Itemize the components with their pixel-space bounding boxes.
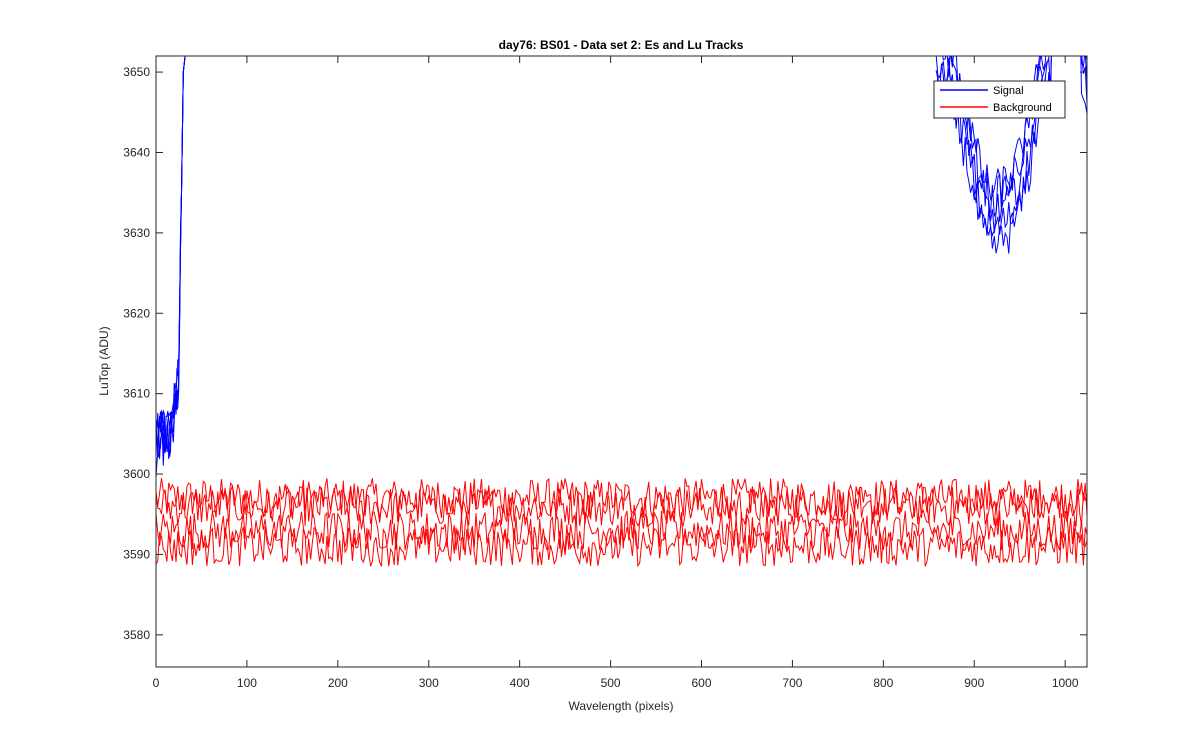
legend-label-signal: Signal bbox=[993, 85, 1024, 97]
y-tick-label: 3650 bbox=[123, 65, 150, 79]
y-tick-label: 3630 bbox=[123, 226, 150, 240]
x-tick-label: 0 bbox=[153, 676, 160, 690]
background-series-line bbox=[156, 484, 1087, 528]
x-tick-label: 700 bbox=[782, 676, 802, 690]
x-tick-label: 900 bbox=[964, 676, 984, 690]
signal-series-line bbox=[156, 56, 187, 457]
x-tick-label: 300 bbox=[419, 676, 439, 690]
y-tick-label: 3580 bbox=[123, 628, 150, 642]
plot-area bbox=[156, 56, 1087, 667]
y-tick-label: 3620 bbox=[123, 306, 150, 320]
legend-label-background: Background bbox=[993, 102, 1052, 114]
x-tick-label: 1000 bbox=[1052, 676, 1079, 690]
background-series-line bbox=[156, 525, 1087, 568]
y-tick-label: 3590 bbox=[123, 547, 150, 561]
x-tick-label: 200 bbox=[328, 676, 348, 690]
x-tick-label: 500 bbox=[601, 676, 621, 690]
x-tick-label: 400 bbox=[510, 676, 530, 690]
y-tick-label: 3610 bbox=[123, 387, 150, 401]
legend-box bbox=[933, 80, 1066, 119]
y-axis-label: LuTop (ADU) bbox=[97, 326, 111, 395]
y-tick-label: 3640 bbox=[123, 145, 150, 159]
background-series-line bbox=[156, 477, 1087, 520]
x-tick-label: 600 bbox=[691, 676, 711, 690]
x-tick-label: 100 bbox=[237, 676, 257, 690]
chart-title: day76: BS01 - Data set 2: Es and Lu Trac… bbox=[499, 38, 744, 52]
ticks-layer: 0 100 200 300 400 500 600 700 800 900 1000 3580 3590… bbox=[123, 56, 1087, 690]
series-layer bbox=[156, 56, 1087, 568]
background-series-line bbox=[156, 508, 1087, 551]
plot-frame bbox=[155, 55, 1088, 668]
x-axis-label: Wavelength (pixels) bbox=[569, 699, 674, 713]
x-tick-label: 800 bbox=[873, 676, 893, 690]
legend: Signal Background bbox=[933, 80, 1066, 119]
signal-series-line bbox=[935, 56, 1087, 254]
y-tick-label: 3600 bbox=[123, 467, 150, 481]
